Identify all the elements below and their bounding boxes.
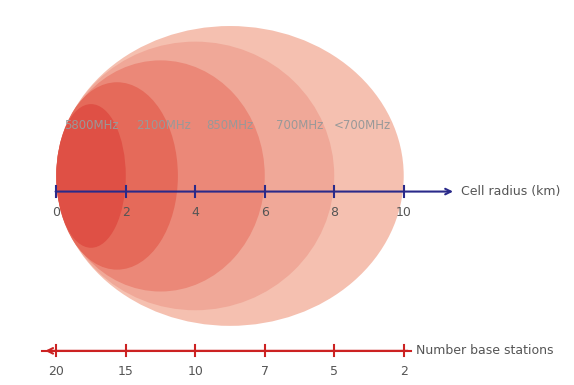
Text: 10: 10: [396, 206, 412, 219]
Text: 15: 15: [118, 365, 134, 378]
Ellipse shape: [56, 60, 265, 291]
Text: 2: 2: [122, 206, 130, 219]
Text: Number base stations: Number base stations: [416, 344, 553, 357]
Ellipse shape: [56, 42, 334, 310]
Text: 2100MHz: 2100MHz: [137, 119, 191, 132]
Text: 10: 10: [187, 365, 203, 378]
Text: 6: 6: [261, 206, 269, 219]
Ellipse shape: [56, 26, 404, 326]
Text: 700MHz: 700MHz: [276, 119, 323, 132]
Text: 0: 0: [52, 206, 60, 219]
Ellipse shape: [56, 82, 178, 270]
Text: 20: 20: [48, 365, 64, 378]
Text: 2: 2: [400, 365, 408, 378]
Text: 5800MHz: 5800MHz: [64, 119, 118, 132]
Text: 4: 4: [191, 206, 199, 219]
Text: 7: 7: [261, 365, 269, 378]
Text: 8: 8: [330, 206, 338, 219]
Text: 850MHz: 850MHz: [207, 119, 254, 132]
Text: Cell radius (km): Cell radius (km): [461, 185, 560, 198]
Text: <700MHz: <700MHz: [333, 119, 391, 132]
Text: 5: 5: [330, 365, 338, 378]
Ellipse shape: [56, 104, 126, 248]
